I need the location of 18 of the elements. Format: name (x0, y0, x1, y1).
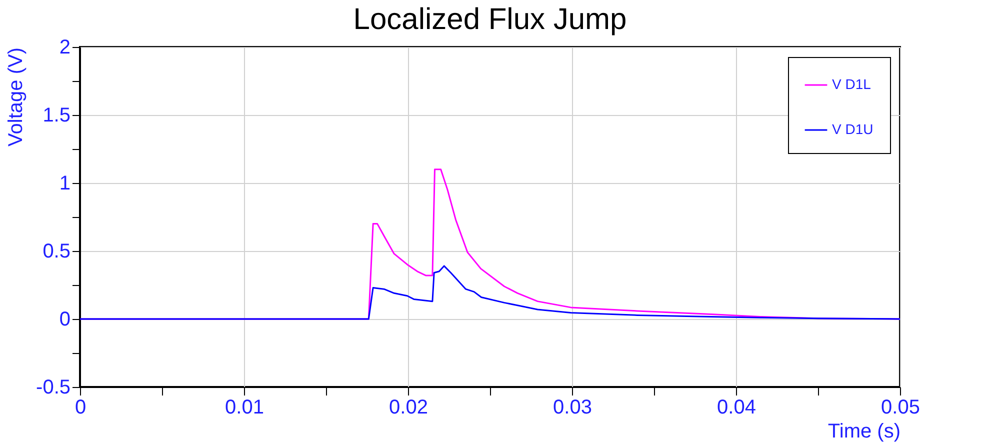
y-tick-label: 0.5 (42, 240, 70, 262)
y-tick-label: 1 (59, 172, 70, 194)
x-tick-label: 0.02 (389, 396, 428, 418)
x-tick-label: 0.04 (717, 396, 756, 418)
y-tick-label: 1.5 (42, 104, 70, 126)
x-tick-label: 0.05 (881, 396, 920, 418)
legend-label: V D1U (832, 121, 874, 137)
y-tick-label: 2 (59, 36, 70, 58)
x-tick-label: 0.03 (553, 396, 592, 418)
y-axis-title: Voltage (V) (5, 48, 28, 146)
y-tick-label: 0 (59, 308, 70, 330)
x-axis-title: Time (s) (828, 420, 900, 442)
x-tick-label: 0.01 (225, 396, 264, 418)
chart-title: Localized Flux Jump (353, 3, 627, 36)
x-tick-label: 0 (74, 396, 86, 418)
legend-label: V D1L (832, 76, 872, 92)
line-series (79, 265, 901, 320)
y-tick-label: -0.5 (36, 376, 70, 398)
